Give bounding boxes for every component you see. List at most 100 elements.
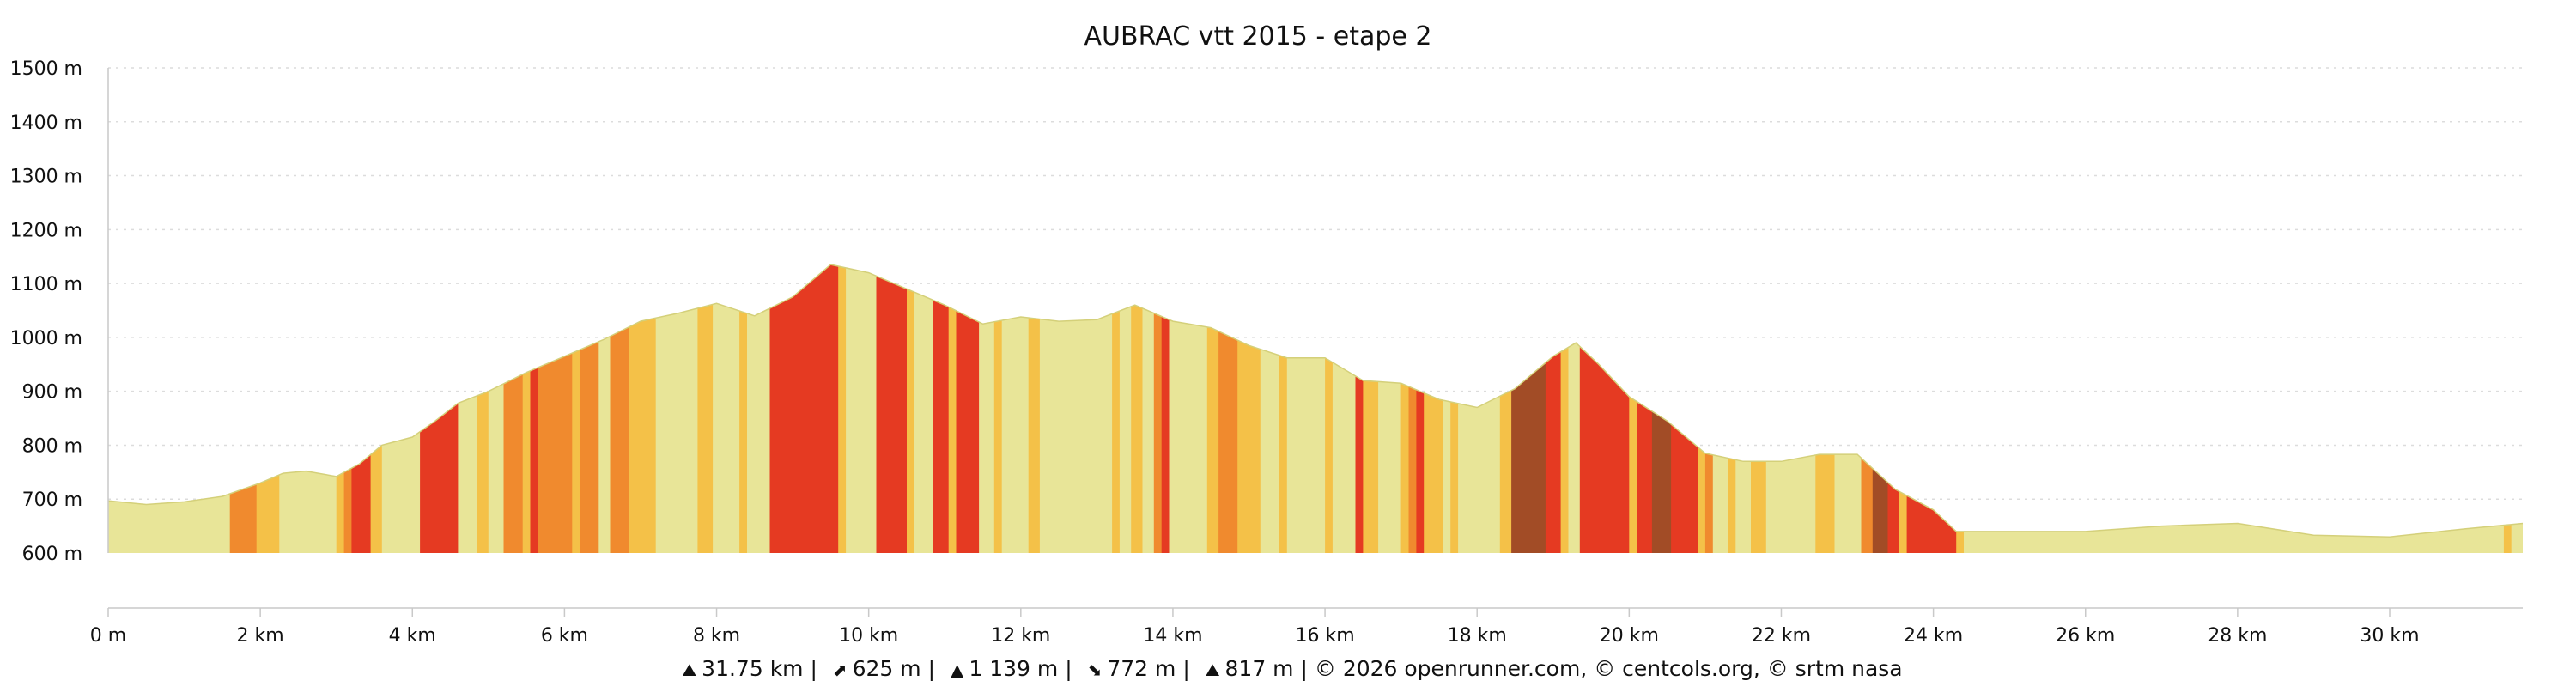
slope-band [1712,264,1729,553]
slope-band [370,264,383,553]
slope-bands [108,264,2523,553]
slope-band [488,264,505,553]
slope-band [993,264,1003,553]
x-tick-label: 2 km [237,625,284,647]
x-tick-label: 20 km [1600,625,1659,647]
elevation-loss-value: 772 m [1107,656,1176,681]
slope-band [1237,264,1261,553]
slope-band [1698,264,1706,553]
slope-band [933,264,950,553]
slope-band [1112,264,1121,553]
slope-band [1629,264,1637,553]
slope-band [381,264,421,553]
credits-text: © 2026 openrunner.com, © centcols.org, ©… [1314,656,1903,681]
slope-band [343,264,353,553]
x-axis-ticks: 0 m 2 km 4 km 6 km 8 km 10 km 12 km 14 km 16 km 1… [90,608,2420,647]
slope-band [1579,264,1630,553]
slope-band [477,264,489,553]
slope-band [1001,264,1030,553]
elevation-profile-line [107,264,2524,538]
slope-band [2503,264,2512,553]
summit-icon: ▲ [950,660,964,680]
slope-band [1119,264,1132,553]
slope-band [1651,264,1672,553]
x-tick-label: 28 km [2208,625,2267,647]
slope-band [1424,264,1443,553]
slope-band [1545,264,1562,553]
slope-band [956,264,980,553]
slope-band [838,264,847,553]
slope-band [1443,264,1451,553]
slope-band [610,264,630,553]
slope-band [351,264,372,553]
slope-band [1560,264,1570,553]
slope-band [1735,264,1752,553]
slope-band [1917,264,1957,553]
slope-band [1765,264,1816,553]
x-tick-label: 10 km [839,625,898,647]
x-tick-label: 22 km [1752,625,1811,647]
slope-band [1332,264,1357,553]
slope-band [1378,264,1402,553]
slope-band [739,264,748,553]
slope-band [1568,264,1581,553]
y-tick-label: 1200 m [10,220,82,241]
x-tick-label: 12 km [991,625,1050,647]
y-tick-label: 1100 m [10,274,82,295]
ascent-icon: ⬈ [832,660,848,680]
slope-band [1142,264,1155,553]
mountains-icon: ⛰ [1205,660,1220,680]
slope-band [530,264,538,553]
slope-band [1218,264,1238,553]
slope-band [1325,264,1334,553]
x-tick-label: 16 km [1295,625,1354,647]
x-tick-label: 24 km [1904,625,1963,647]
slope-band [1355,264,1364,553]
y-tick-label: 600 m [22,544,82,565]
max-altitude-value: 1 139 m [969,656,1059,681]
slope-band [1906,264,1919,553]
x-tick-label: 6 km [541,625,588,647]
slope-band [1131,264,1144,553]
slope-band [1153,264,1163,553]
slope-band [876,264,908,553]
x-tick-label: 30 km [2360,625,2419,647]
slope-band [580,264,599,553]
slope-band [1279,264,1288,553]
slope-band [1450,264,1459,553]
slope-band [598,264,611,553]
y-tick-label: 1300 m [10,167,82,188]
slope-band [697,264,714,553]
y-tick-label: 900 m [22,382,82,404]
slope-band [1887,264,1900,553]
slope-band [1400,264,1410,553]
slope-band [1511,264,1546,553]
slope-band [229,264,258,553]
slope-band [1834,264,1862,553]
slope-band [1637,264,1653,553]
slope-band [1861,264,1874,553]
distance-value: 31.75 km [702,656,804,681]
slope-band [279,264,337,553]
route-summary: ⛰ 31.75 km | ⬈ 625 m | ▲ 1 139 m | ⬊ 772 m |… [682,656,1903,681]
slope-band [1286,264,1326,553]
slope-band [458,264,478,553]
slope-band [572,264,580,553]
slope-band [1499,264,1512,553]
x-tick-label: 18 km [1448,625,1507,647]
slope-band [907,264,915,553]
slope-band [1728,264,1736,553]
slope-band [979,264,995,553]
x-tick-label: 8 km [693,625,740,647]
y-tick-label: 800 m [22,435,82,457]
elevation-gain-value: 625 m [852,656,921,681]
slope-band [1206,264,1219,553]
slope-band [655,264,698,553]
slope-band [629,264,657,553]
hiker-icon: ⛰ [682,660,697,680]
slope-band [2511,264,2523,553]
x-tick-label: 14 km [1143,625,1202,647]
slope-band [420,264,459,553]
slope-band [1899,264,1908,553]
